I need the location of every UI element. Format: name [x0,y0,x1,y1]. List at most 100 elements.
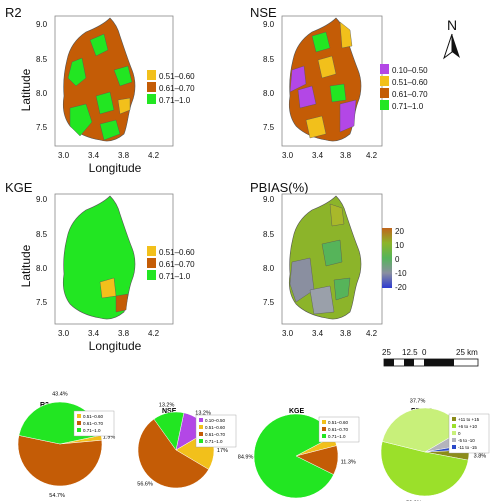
pie-chart-r2: R21.9%54.7%43.4%0.51–0.600.61–0.700.71–1… [17,392,116,499]
pie-slice [153,411,185,451]
map-r2-ytick: 8.5 [36,55,48,64]
map-nse: NSE 9.0 8.5 8.0 7.5 3.0 3.4 3.8 4.2 0.10… [250,5,428,160]
map-pbias-ytick: 7.5 [263,298,275,307]
pie-legend-label: 0.71–1.0 [328,434,346,439]
map-nse-graticule: 9.0 8.5 8.0 7.5 3.0 3.4 3.8 4.2 [263,20,378,160]
map-r2-legend: 0.51–0.60 0.61–0.70 0.71–1.0 [147,70,195,105]
pie-legend-swatch [452,438,456,442]
pie-legend-swatch [452,431,456,435]
pie-slice [17,435,103,487]
legend-swatch [147,82,156,92]
scale-bar-segment [384,359,394,366]
colorbar-tick: 10 [395,241,404,250]
map-kge-graticule: 9.0 8.5 8.0 7.5 3.0 3.4 3.8 4.2 [36,195,160,338]
colorbar-gradient [382,228,392,288]
map-nse-xtick: 4.2 [366,151,378,160]
map-nse-xtick: 3.8 [340,151,352,160]
pie-legend-swatch [452,417,456,421]
pie-legend-label: 0.61–0.70 [205,432,226,437]
map-kge-xtick: 3.0 [58,329,70,338]
map-r2-xtick: 3.0 [58,151,70,160]
pie-data-label: 54.7% [49,493,65,499]
map-nse-zone [297,85,317,109]
map-pbias-title: PBIAS(%) [250,180,309,195]
legend-label: 0.10–0.50 [392,66,428,75]
pie-legend-label: 0.71–1.0 [83,428,101,433]
map-pbias-xtick: 4.2 [366,329,378,338]
pie-legend-label: 0.51–0.60 [205,425,226,430]
map-r2: R2 9.0 8.5 8.0 7.5 3.0 3.4 3.8 4.2 Latit… [5,5,195,175]
pie-legend-swatch [199,432,203,436]
map-pbias-zone [309,285,335,315]
legend-label: 0.71–1.0 [392,102,424,111]
scale-bar-label: 12.5 [402,348,418,357]
pie-legend-swatch [77,428,81,432]
map-r2-graticule: 9.0 8.5 8.0 7.5 3.0 3.4 3.8 4.2 [36,20,160,160]
pie-legend-label: 0.51–0.60 [83,414,104,419]
scale-bar-label: 25 km [456,348,478,357]
map-nse-ytick: 8.5 [263,55,275,64]
scale-bar-label: 0 [422,348,427,357]
pie-legend-swatch [199,425,203,429]
map-pbias-xtick: 3.4 [312,329,324,338]
north-arrow-icon-outline [443,33,453,60]
map-pbias-graticule: 9.0 8.5 8.0 7.5 3.0 3.4 3.8 4.2 [263,195,378,338]
pie-data-label: 13.2% [159,403,175,409]
map-r2-zone [69,103,93,137]
pie-title: NSE [162,408,177,415]
pie-data-label: 1.9% [103,435,116,441]
pie-title: KGE [289,408,305,415]
legend-swatch [380,88,389,98]
map-r2-ytick: 8.0 [36,89,48,98]
pie-legend-swatch [77,414,81,418]
pie-data-label: 3.8% [474,454,487,460]
pie-legend-label: +6 to +10 [458,424,478,429]
pie-data-label: 37.7% [410,399,426,405]
map-nse-ytick: 7.5 [263,123,275,132]
legend-swatch [147,70,156,80]
map-nse-title: NSE [250,5,277,20]
colorbar-tick: 20 [395,227,404,236]
pie-data-label: 43.4% [52,392,68,398]
map-pbias-xtick: 3.8 [340,329,352,338]
map-nse-zone [339,21,353,49]
pie-legend-swatch [322,434,326,438]
pie-legend-label: 0.10–0.50 [205,418,226,423]
map-pbias-ytick: 9.0 [263,195,275,204]
colorbar-tick: 0 [395,255,400,264]
pie-legend-label: 0 [458,431,461,436]
pie-slice [253,413,334,499]
legend-label: 0.61–0.70 [159,260,195,269]
pie-data-label: 56.6% [137,482,153,488]
map-nse-zone [305,115,327,139]
pie-chart-nse: NSE 13.2%17%56.6%13.2%0.10–0.500.51–0.600… [137,403,237,489]
map-kge-ytick: 8.0 [36,264,48,273]
pie-legend-swatch [199,439,203,443]
map-nse-zone [289,65,307,93]
north-arrow: N [443,17,460,60]
map-kge-ylabel: Latitude [19,244,33,287]
pie-legend-label: +11 to +15 [458,417,480,422]
legend-swatch [380,76,389,86]
map-pbias-zone [329,203,345,227]
pie-legend-label: 0.61–0.70 [328,427,349,432]
scale-bar-segment [404,359,414,366]
legend-swatch [147,246,156,256]
map-r2-zone [99,119,121,141]
scale-bar: 25 12.5 0 25 km [382,348,479,367]
map-r2-ytick: 9.0 [36,20,48,29]
map-kge-title: KGE [5,180,33,195]
pie-legend-label: 0.61–0.70 [83,421,104,426]
map-nse-xtick: 3.0 [282,151,294,160]
map-nse-ytick: 8.0 [263,89,275,98]
legend-swatch [147,94,156,104]
pie-chart-kge: KGE3.8%11.3%84.9%0.51–0.600.61–0.700.71–… [238,408,360,499]
map-pbias-xtick: 3.0 [282,329,294,338]
pie-data-label: 84.9% [238,455,254,461]
map-nse-zone [339,99,357,133]
map-r2-xtick: 4.2 [148,151,160,160]
scale-bar-segment [424,359,454,366]
map-kge-ytick: 9.0 [36,195,48,204]
pie-legend-swatch [322,427,326,431]
